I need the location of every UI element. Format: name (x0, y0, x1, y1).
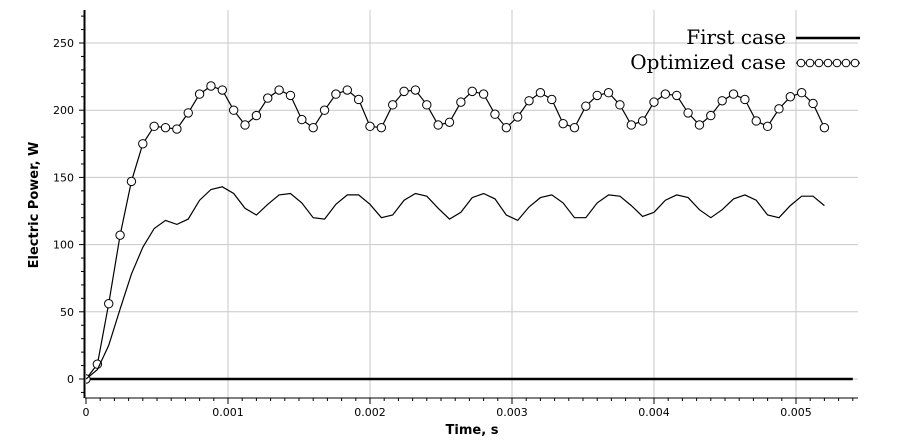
data-point-marker (228, 105, 239, 115)
data-point-marker (774, 104, 784, 114)
x-tick-label: 0.005 (780, 406, 812, 419)
legend-label: First case (686, 25, 786, 49)
data-point-marker (637, 116, 648, 126)
data-point-marker (285, 90, 296, 101)
data-point-marker (263, 93, 273, 103)
y-tick-label: 0 (67, 373, 74, 386)
y-tick-label: 250 (53, 37, 74, 50)
series-line-2 (86, 186, 825, 380)
data-point-marker (172, 124, 182, 134)
legend-marker (823, 58, 833, 68)
data-point-marker (558, 118, 568, 129)
data-point-marker (388, 100, 398, 110)
data-point-marker (694, 120, 705, 130)
data-point-marker (365, 121, 375, 132)
data-point-marker (649, 97, 659, 107)
legend-marker (841, 58, 851, 68)
y-tick-label: 200 (53, 104, 74, 117)
legend-marker (814, 58, 824, 68)
data-point-marker (183, 108, 193, 118)
data-point-marker (240, 120, 250, 130)
data-point-marker (683, 108, 693, 118)
data-point-marker (535, 88, 546, 98)
y-tick-label: 50 (60, 306, 74, 319)
data-point-marker (706, 110, 716, 121)
data-point-marker (467, 86, 477, 97)
data-point-marker (785, 92, 796, 102)
data-point-marker (160, 122, 171, 133)
x-tick-label: 0.002 (354, 406, 386, 419)
data-point-marker (444, 117, 455, 127)
data-point-marker (194, 89, 205, 99)
data-point-marker (104, 299, 114, 309)
data-point-marker (581, 101, 591, 111)
data-point-marker (399, 86, 409, 97)
tick-labels: 0 50 100 150 200 250 0 0.001 0.002 0.003 0.004 0.00… (53, 37, 812, 419)
data-point-marker (615, 100, 625, 110)
data-point-marker (819, 122, 830, 133)
data-point-marker (115, 230, 125, 240)
data-point-marker (319, 105, 330, 115)
data-point-marker (762, 121, 773, 132)
data-point-marker (660, 89, 671, 99)
data-point-marker (251, 110, 262, 121)
data-point-marker (138, 139, 148, 149)
data-point-marker (433, 120, 443, 130)
y-tick-label: 100 (53, 239, 74, 252)
data-point-marker (478, 89, 489, 99)
x-tick-label: 0.004 (638, 406, 670, 419)
legend-label: Optimized case (630, 50, 786, 74)
data-point-marker (342, 85, 352, 95)
data-point-marker (376, 122, 387, 133)
data-point-marker (592, 90, 602, 101)
x-tick-label: 0.003 (496, 406, 528, 419)
legend-marker (805, 58, 815, 68)
data-point-marker (524, 96, 534, 106)
data-point-marker (297, 114, 307, 125)
data-point-marker (149, 121, 159, 132)
series-line-1 (86, 85, 825, 380)
y-axis-title: Electric Power, W (27, 142, 42, 269)
data-point-marker (353, 94, 364, 105)
data-point-marker (331, 89, 341, 99)
data-point-marker (126, 176, 137, 187)
data-point-marker (456, 97, 466, 107)
data-point-marker (672, 90, 682, 101)
legend-marker (850, 58, 860, 68)
data-point-marker (751, 116, 761, 126)
data-point-marker (308, 122, 318, 133)
x-tick-label: 0.001 (212, 406, 244, 419)
data-point-marker (603, 88, 614, 98)
data-point-marker (410, 85, 421, 95)
data-point-marker (717, 96, 727, 106)
data-point-marker (217, 85, 228, 95)
axes (79, 10, 858, 404)
data-point-marker (274, 85, 284, 95)
legend-marker (832, 58, 842, 68)
data-point-marker (422, 100, 432, 110)
data-point-marker (512, 112, 523, 122)
data-point-marker (206, 81, 216, 91)
data-point-marker (569, 122, 580, 133)
data-point-marker (808, 98, 818, 109)
data-point-marker (501, 122, 512, 133)
data-point-marker (796, 88, 807, 98)
data-point-marker (626, 120, 636, 130)
x-axis-title: Time, s (446, 423, 499, 438)
legend-marker (796, 58, 806, 68)
x-tick-label: 0 (83, 406, 90, 419)
y-tick-label: 150 (53, 171, 74, 184)
data-point-marker (490, 109, 500, 119)
data-point-marker (728, 89, 739, 99)
series-layer (86, 81, 853, 384)
data-point-marker (740, 94, 750, 105)
data-point-marker (547, 94, 557, 105)
